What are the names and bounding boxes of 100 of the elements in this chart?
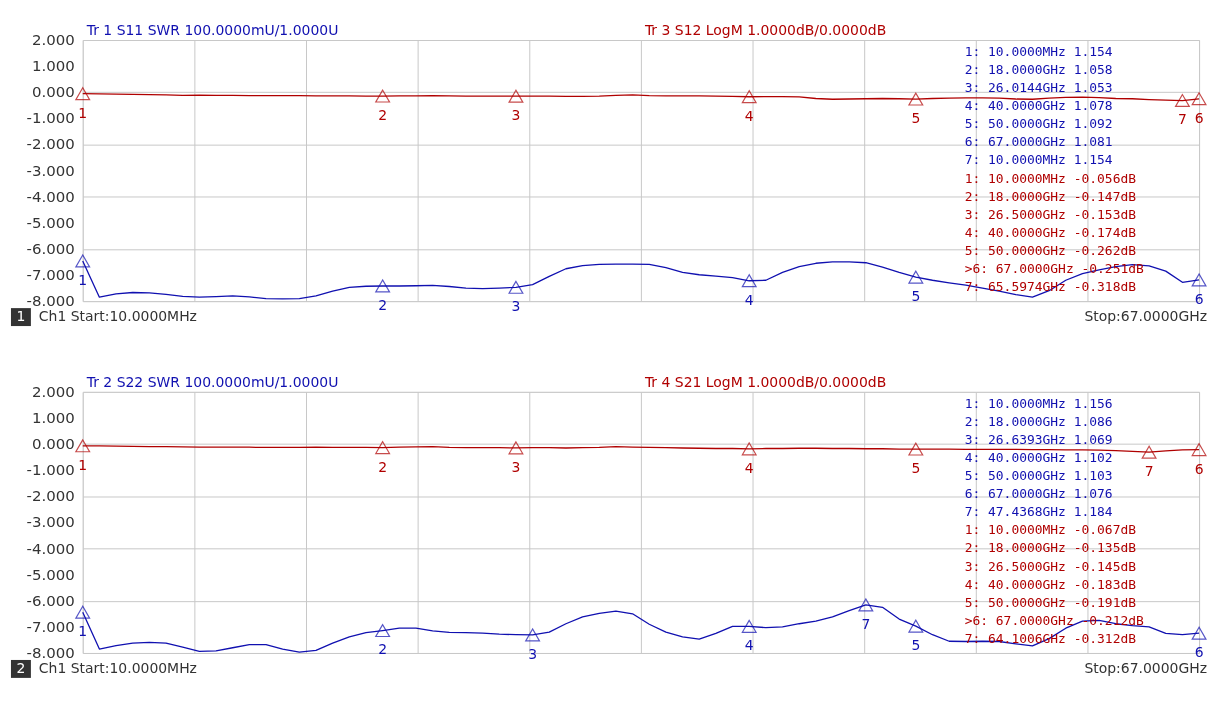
annotation: 2: 18.0000GHz 1.058 [964,62,1113,78]
annotation: 5 [911,288,921,305]
point [741,442,757,456]
point [741,274,757,288]
annotation: 1: 10.0000MHz 1.154 [964,43,1113,59]
annotation: 6 [1194,644,1204,661]
point [508,280,524,294]
y-tick-label: -4.000 [26,187,75,206]
y-tick-label: -6.000 [26,239,75,258]
y-tick-label: -5.000 [26,565,75,584]
annotation: 1: 10.0000MHz -0.056dB [964,170,1137,186]
annotation: 2 [378,106,388,123]
y-tick-label: -7.000 [26,617,75,636]
annotation: 7 [861,615,871,632]
y-tick-label: -8.000 [26,643,75,662]
x-axis-title: Ch1 Start:10.0000MHz [38,659,197,676]
y-tick-label: -7.000 [26,266,75,284]
annotation: 6 [1194,109,1204,126]
point [75,439,91,453]
annotation: 5 [911,459,921,476]
annotation: 5: 50.0000GHz 1.103 [964,468,1113,484]
annotation: 2 [378,458,388,475]
point [375,89,391,103]
annotation: 4: 40.0000GHz -0.183dB [964,576,1137,592]
annotation: 1 [78,271,88,288]
y-tick-label: -3.000 [26,513,75,532]
point [908,270,924,284]
point [908,619,924,633]
annotation: 3 [511,458,521,475]
annotation: 4 [744,459,754,476]
y-tick-label: 1.000 [31,57,75,76]
annotation: 1: 10.0000MHz 1.156 [964,395,1113,411]
point [1174,93,1190,108]
annotation: 4: 40.0000GHz 1.102 [964,450,1113,466]
y-tick-label: -1.000 [26,461,75,480]
text: Tr 3 S12 LogM 1.0000dB/0.0000dB [643,22,887,39]
text: Stop:67.0000GHz [1084,659,1208,676]
annotation: 7 [1177,111,1187,128]
y-tick-label: -2.000 [26,487,75,506]
y-tick-label: 2.000 [31,382,75,401]
annotation: 7 [1144,463,1154,480]
annotation: 2: 18.0000GHz -0.147dB [964,188,1137,204]
y-tick-label: -3.000 [26,161,75,180]
annotation: 7: 10.0000MHz 1.154 [964,152,1113,168]
annotation: 3 [528,645,538,662]
y-tick-label: 1.000 [31,408,75,427]
annotation: 2 [378,641,388,658]
point [1191,443,1207,457]
annotation: 6: 67.0000GHz 1.076 [964,486,1113,502]
annotation: 5: 50.0000GHz -0.262dB [964,242,1137,258]
y-tick-label: -2.000 [26,135,75,154]
annotation: 5: 50.0000GHz 1.092 [964,116,1113,132]
annotation: 1 [78,104,88,121]
y-tick-label: 0.000 [31,435,75,454]
point [741,619,757,633]
annotation: 5: 50.0000GHz -0.191dB [964,594,1137,610]
annotation: 6: 67.0000GHz 1.081 [964,134,1113,150]
annotation: 7: 47.4368GHz 1.184 [964,504,1113,520]
annotation: 4: 40.0000GHz 1.078 [964,98,1113,114]
y-tick-label: 0.000 [31,83,75,102]
point [1191,273,1207,287]
point [741,90,757,104]
text: Tr 2 S22 SWR 100.0000mU/1.0000U [85,373,339,390]
point [908,442,924,456]
point [525,628,541,642]
annotation: 6 [1194,460,1204,477]
annotation: 6 [1194,290,1204,307]
annotation: 4: 40.0000GHz -0.174dB [964,224,1137,240]
annotation: 1 [78,456,88,473]
y-tick-label: -8.000 [26,292,75,311]
point [1141,445,1157,459]
y-tick-label: -5.000 [26,213,75,232]
point [375,279,391,293]
point [75,87,91,101]
annotation: 2: 18.0000GHz 1.086 [964,413,1113,429]
annotation: 5 [911,637,921,654]
annotation: 1: 10.0000MHz -0.067dB [964,522,1137,538]
point [1191,626,1207,640]
annotation: 4 [744,107,754,124]
text: Stop:67.0000GHz [1084,308,1208,325]
point [375,623,391,638]
text: Tr 1 S11 SWR 100.0000mU/1.0000U [85,22,339,39]
point [75,605,91,619]
text: Tr 4 S21 LogM 1.0000dB/0.0000dB [643,373,887,390]
annotation: 4 [744,637,754,654]
x-axis-title: Ch1 Start:10.0000MHz [38,308,197,325]
y-tick-label: 2.000 [31,30,75,49]
y-tick-label: -4.000 [26,539,75,558]
point [508,89,524,103]
y-tick-label: -6.000 [26,591,75,610]
point [908,92,924,106]
annotation: 3 [511,107,521,124]
text: 1 [16,308,26,325]
point [75,254,91,268]
point [508,441,524,455]
annotation: 3: 26.0144GHz 1.053 [964,80,1113,96]
text: 2 [16,659,26,676]
point [858,598,874,612]
annotation: 3: 26.5000GHz -0.145dB [964,558,1137,574]
annotation: 2: 18.0000GHz -0.135dB [964,540,1137,556]
